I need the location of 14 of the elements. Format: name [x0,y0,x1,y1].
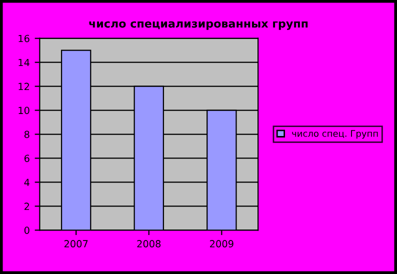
y-tick-label: 4 [24,178,30,186]
chart-title: число специализированных групп [89,21,308,30]
y-tick-label: 10 [18,106,30,114]
y-tick-label: 16 [18,34,30,42]
y-tick-label: 2 [24,202,30,210]
legend-label: число спец. Групп [292,130,378,139]
y-tick-label: 12 [18,82,30,90]
y-tick-label: 6 [24,154,30,162]
y-tick-label: 8 [24,130,30,138]
x-tick-label: 2008 [137,240,161,248]
x-tick-label: 2007 [64,240,88,248]
y-tick-label: 14 [18,58,30,66]
y-tick-label: 0 [24,226,30,234]
x-tick-label: 2009 [210,240,234,248]
